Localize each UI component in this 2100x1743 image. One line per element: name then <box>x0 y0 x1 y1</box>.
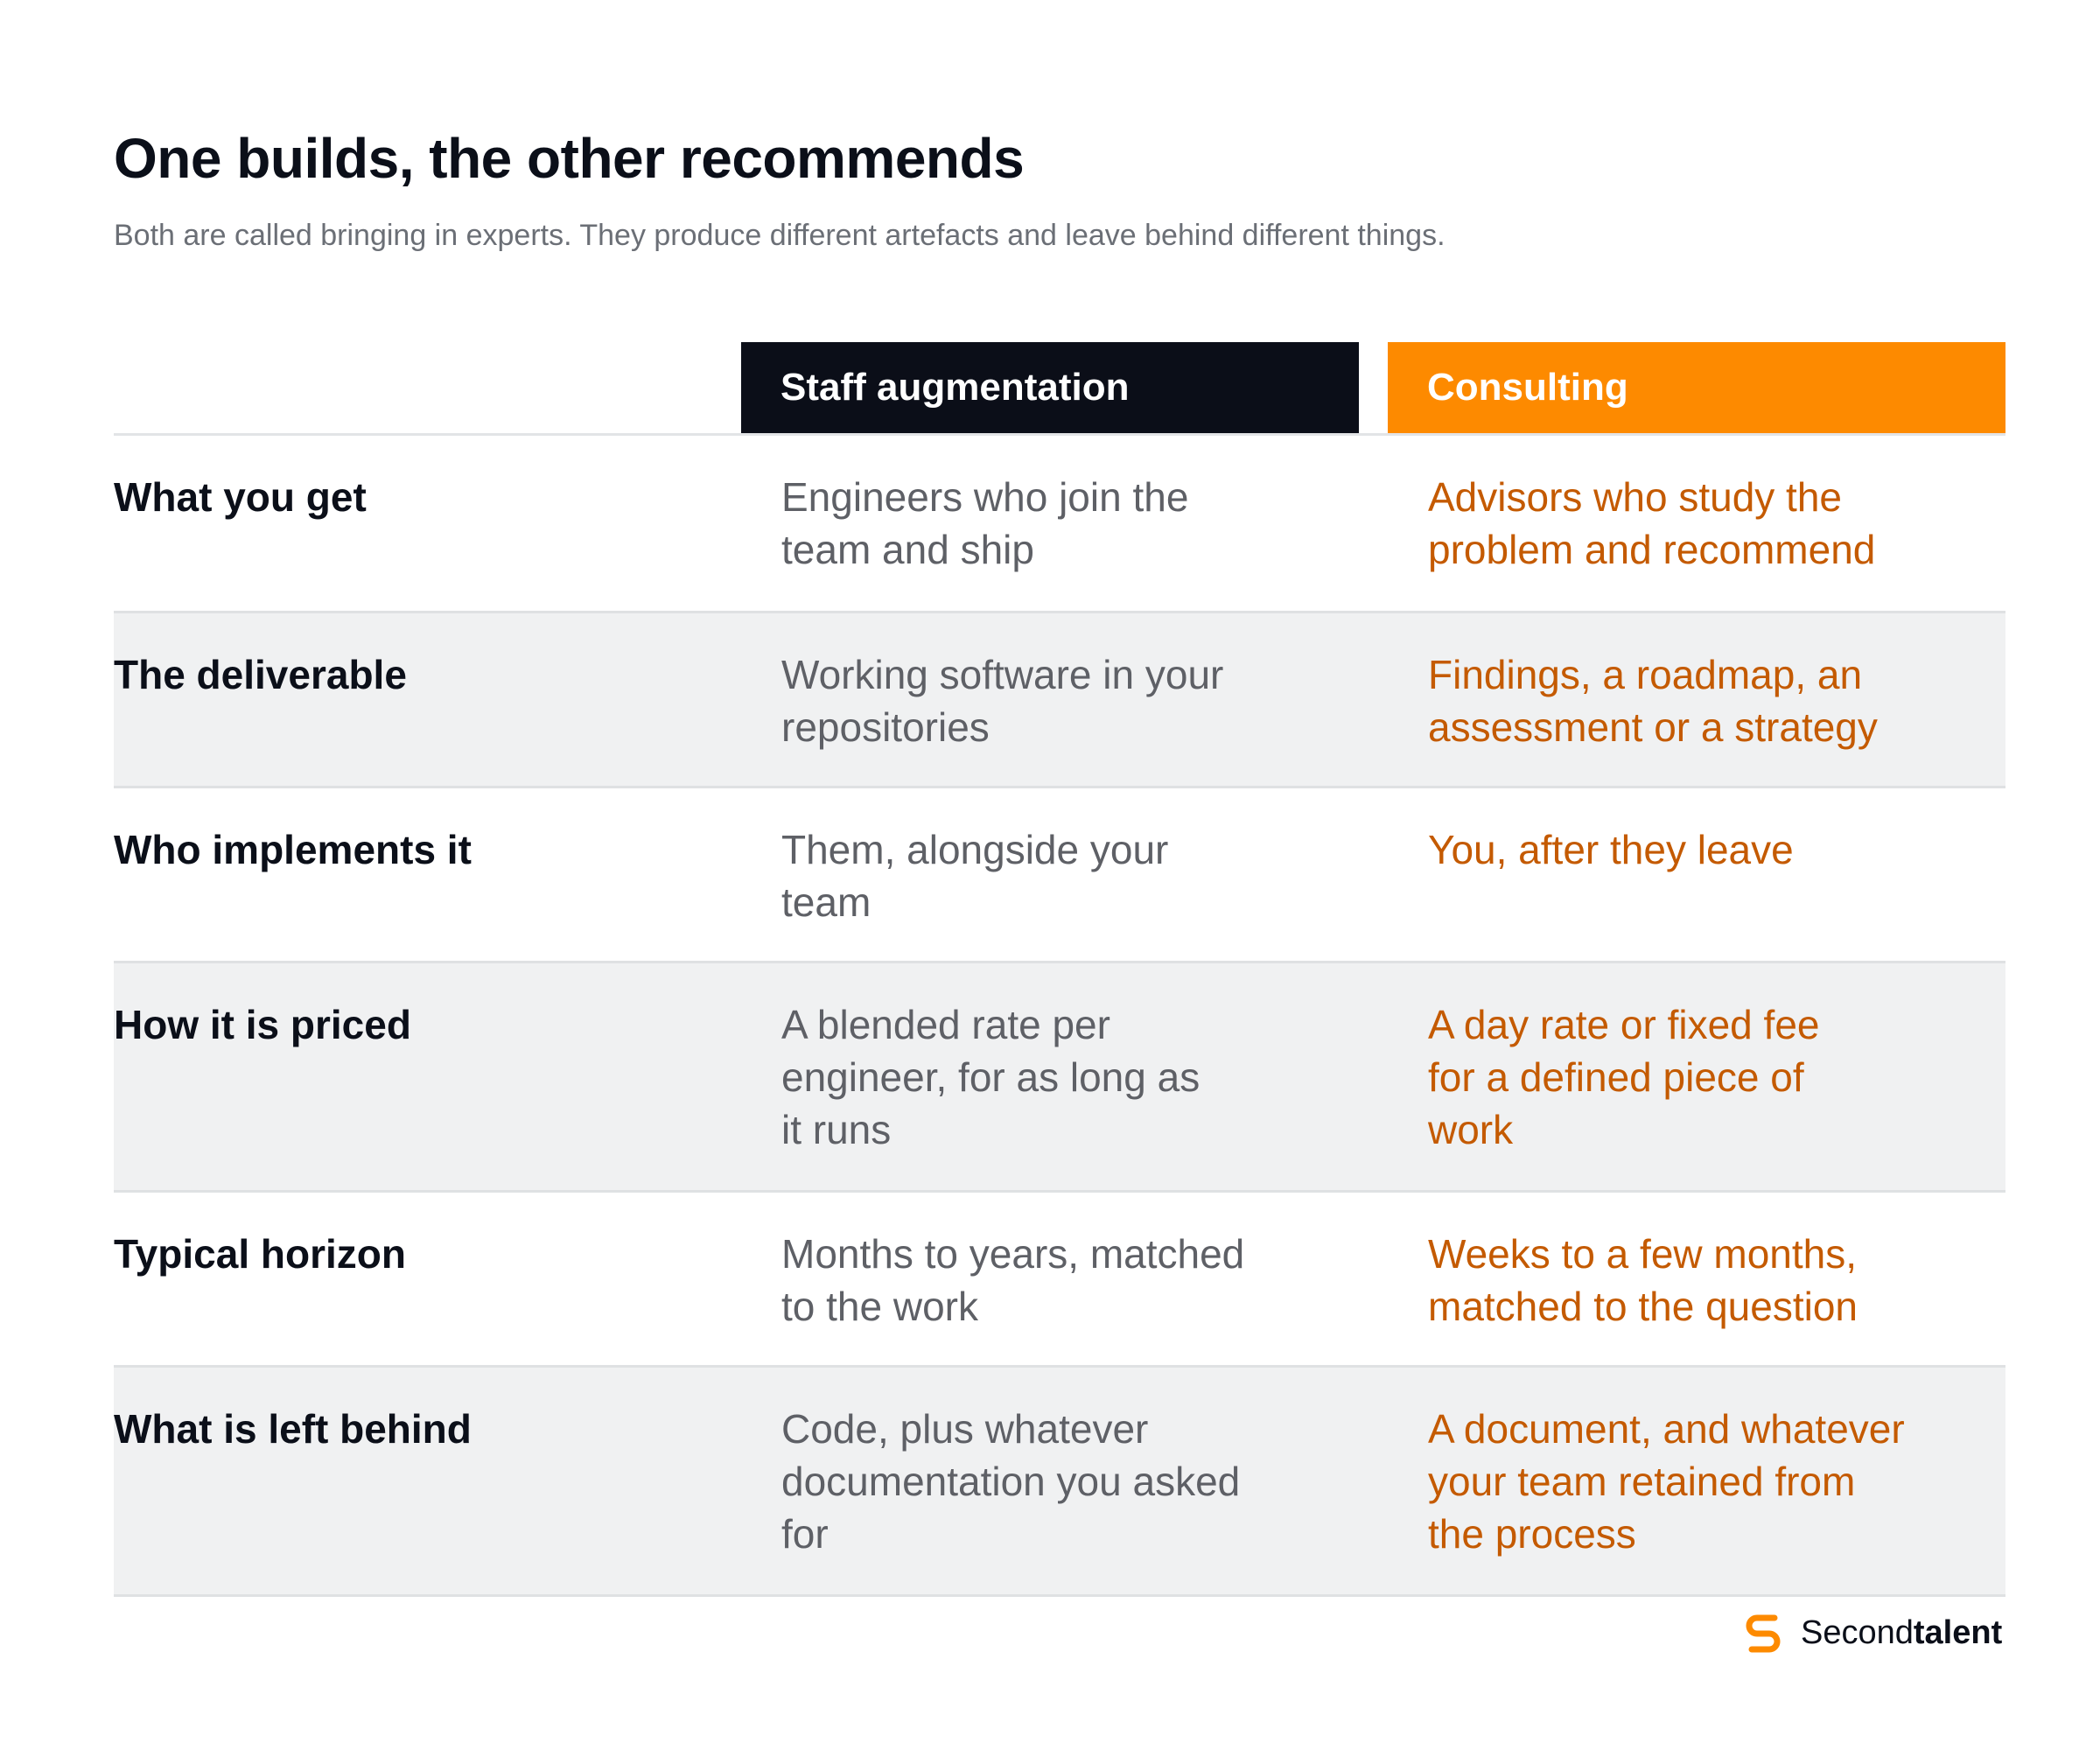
cell-line: to the work <box>781 1284 978 1329</box>
consulting-cell: Findings, a roadmap, an assessment or a s… <box>1428 648 1944 753</box>
row-label: How it is priced <box>114 1002 411 1047</box>
cell-line: team and ship <box>781 527 1034 572</box>
column-header-label: Consulting <box>1427 366 1628 409</box>
cell-line: problem and recommend <box>1428 527 1876 572</box>
staff-augmentation-cell: Code, plus whatever documentation you ask… <box>781 1403 1289 1560</box>
column-header-staff-augmentation: Staff augmentation <box>741 342 1359 433</box>
cell-line: Findings, a roadmap, an <box>1428 652 1863 697</box>
cell-line: the process <box>1428 1511 1636 1557</box>
header-divider <box>114 433 2006 436</box>
staff-augmentation-cell: Working software in your repositories <box>781 648 1289 753</box>
cell-line: You, after they leave <box>1428 827 1794 872</box>
row-label: Who implements it <box>114 827 472 872</box>
cell-line: engineer, for as long as <box>781 1054 1200 1100</box>
cell-line: A blended rate per <box>781 1002 1110 1047</box>
page-title: One builds, the other recommends <box>114 127 1025 190</box>
secondtalent-logo-icon <box>1746 1614 1781 1653</box>
brand-name-bold: talent <box>1913 1614 2003 1651</box>
row-label: What you get <box>114 474 367 520</box>
consulting-cell: You, after they leave <box>1428 823 1944 876</box>
cell-line: work <box>1428 1107 1514 1152</box>
cell-line: assessment or a strategy <box>1428 704 1878 750</box>
cell-line: Working software in your <box>781 652 1224 697</box>
column-header-consulting: Consulting <box>1388 342 2006 433</box>
table-row: The deliverable Working software in your r… <box>114 613 2006 788</box>
row-label: Typical horizon <box>114 1231 406 1277</box>
brand-wordmark: Secondtalent <box>1801 1614 2002 1652</box>
consulting-cell: A day rate or fixed fee for a defined pie… <box>1428 998 1944 1156</box>
cell-line: for a defined piece of <box>1428 1054 1804 1100</box>
cell-line: Months to years, matched <box>781 1231 1245 1277</box>
cell-line: team <box>781 879 872 925</box>
cell-line: Weeks to a few months, <box>1428 1231 1858 1277</box>
cell-line: Engineers who join the <box>781 474 1189 520</box>
staff-augmentation-cell: Months to years, matched to the work <box>781 1228 1289 1333</box>
cell-line: for <box>781 1511 829 1557</box>
consulting-cell: A document, and whatever your team retain… <box>1428 1403 1944 1560</box>
column-header-label: Staff augmentation <box>780 366 1130 409</box>
table-row: Who implements it Them, alongside your tea… <box>114 788 2006 963</box>
brand-name-regular: Second <box>1801 1614 1914 1651</box>
cell-line: A day rate or fixed fee <box>1428 1002 1820 1047</box>
cell-line: Advisors who study the <box>1428 474 1843 520</box>
cell-line: your team retained from <box>1428 1459 1856 1504</box>
cell-line: documentation you asked <box>781 1459 1241 1504</box>
row-label: The deliverable <box>114 652 407 697</box>
cell-line: repositories <box>781 704 990 750</box>
cell-line: A document, and whatever <box>1428 1406 1905 1452</box>
brand-logo: Secondtalent <box>1740 1608 2002 1657</box>
page-subtitle: Both are called bringing in experts. The… <box>114 219 1446 252</box>
table-row: What you get Engineers who join the team a… <box>114 436 2006 613</box>
consulting-cell: Advisors who study the problem and recomm… <box>1428 471 1944 576</box>
comparison-table: What you get Engineers who join the team a… <box>114 436 2006 1597</box>
cell-line: Them, alongside your <box>781 827 1169 872</box>
staff-augmentation-cell: A blended rate per engineer, for as long … <box>781 998 1289 1156</box>
staff-augmentation-cell: Engineers who join the team and ship <box>781 471 1289 576</box>
table-row: What is left behind Code, plus whatever do… <box>114 1368 2006 1597</box>
row-label: What is left behind <box>114 1406 472 1452</box>
table-row: How it is priced A blended rate per engine… <box>114 963 2006 1193</box>
consulting-cell: Weeks to a few months, matched to the que… <box>1428 1228 1944 1333</box>
cell-line: matched to the question <box>1428 1284 1858 1329</box>
staff-augmentation-cell: Them, alongside your team <box>781 823 1289 928</box>
table-row: Typical horizon Months to years, matched t… <box>114 1193 2006 1368</box>
cell-line: it runs <box>781 1107 892 1152</box>
cell-line: Code, plus whatever <box>781 1406 1149 1452</box>
